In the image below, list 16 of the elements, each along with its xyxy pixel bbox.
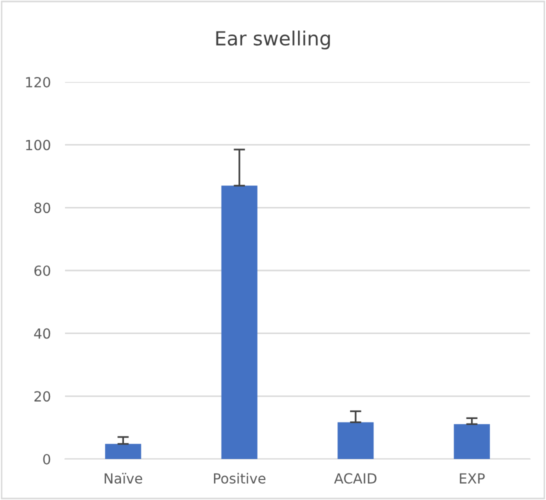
bar (338, 422, 374, 459)
y-tick-label: 80 (34, 202, 50, 214)
y-tick-label: 100 (26, 140, 50, 150)
y-tick-label: 20 (34, 391, 50, 402)
y-tick-label: 40 (34, 328, 50, 339)
chart-title: Ear swelling (216, 30, 330, 50)
y-tick-label: 0 (43, 454, 50, 464)
x-tick-label: ACAID (334, 473, 376, 484)
x-tick-label: Naïve (104, 472, 142, 484)
bar (221, 186, 258, 459)
y-tick-label: 60 (34, 265, 50, 276)
x-tick-label: EXP (460, 473, 485, 484)
x-tick-label: Positive (214, 472, 266, 484)
bar (454, 424, 490, 459)
bar (105, 444, 142, 459)
y-tick-label: 120 (26, 76, 50, 88)
